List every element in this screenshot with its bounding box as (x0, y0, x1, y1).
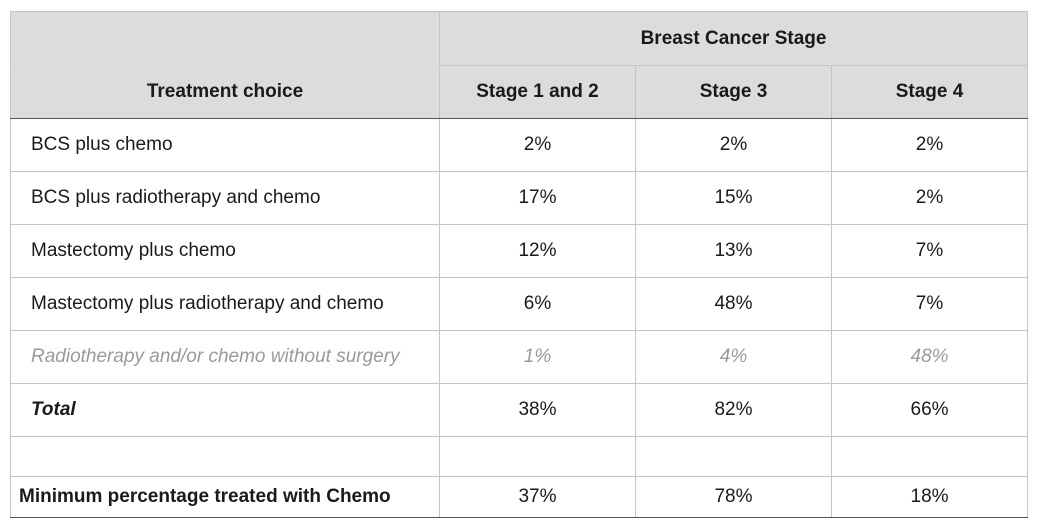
breast-cancer-stage-header: Breast Cancer Stage (438, 11, 1029, 66)
cell-value: 15% (635, 171, 832, 225)
minimum-value: 78% (635, 476, 832, 518)
total-row: Total 38% 82% 66% (10, 383, 1029, 437)
stage-header-4: Stage 4 (830, 65, 1029, 119)
row-label: BCS plus chemo (10, 118, 440, 172)
table-row: Mastectomy plus chemo 12% 13% 7% (10, 224, 1029, 278)
table-row: Radiotherapy and/or chemo without surger… (10, 330, 1029, 384)
row-label: Mastectomy plus radiotherapy and chemo (10, 277, 440, 331)
cell-value: 6% (439, 277, 636, 331)
table-row: Mastectomy plus radiotherapy and chemo 6… (10, 277, 1029, 331)
cell-value: 7% (830, 277, 1029, 331)
total-value: 82% (635, 383, 832, 437)
cell-value: 12% (439, 224, 636, 278)
cell-value: 2% (635, 118, 832, 172)
cell-value: 4% (635, 330, 832, 384)
cell-value: 48% (830, 330, 1029, 384)
empty-cell (830, 436, 1029, 477)
spacer-row (10, 436, 1029, 477)
cell-value: 2% (439, 118, 636, 172)
table-row: BCS plus radiotherapy and chemo 17% 15% … (10, 171, 1029, 225)
total-value: 66% (830, 383, 1029, 437)
minimum-value: 37% (439, 476, 636, 518)
stage-header-1-2: Stage 1 and 2 (439, 65, 636, 119)
cell-value: 17% (439, 171, 636, 225)
treatment-table: Breast Cancer Stage Treatment choice Sta… (10, 11, 1029, 518)
empty-cell (439, 436, 636, 477)
cell-value: 7% (830, 224, 1029, 278)
minimum-label: Minimum percentage treated with Chemo (10, 476, 440, 518)
minimum-chemo-row: Minimum percentage treated with Chemo 37… (10, 476, 1029, 518)
empty-cell (635, 436, 832, 477)
row-label: Mastectomy plus chemo (10, 224, 440, 278)
row-label: BCS plus radiotherapy and chemo (10, 171, 440, 225)
cell-value: 2% (830, 118, 1029, 172)
total-label: Total (10, 383, 440, 437)
treatment-choice-header: Treatment choice (10, 65, 440, 119)
cell-value: 2% (830, 171, 1029, 225)
minimum-value: 18% (830, 476, 1029, 518)
header-blank-cell (10, 11, 440, 66)
cell-value: 48% (635, 277, 832, 331)
stage-header-3: Stage 3 (635, 65, 832, 119)
cell-value: 13% (635, 224, 832, 278)
total-value: 38% (439, 383, 636, 437)
cell-value: 1% (439, 330, 636, 384)
empty-cell (10, 436, 440, 477)
row-label: Radiotherapy and/or chemo without surger… (10, 330, 440, 384)
table-row: BCS plus chemo 2% 2% 2% (10, 118, 1029, 172)
